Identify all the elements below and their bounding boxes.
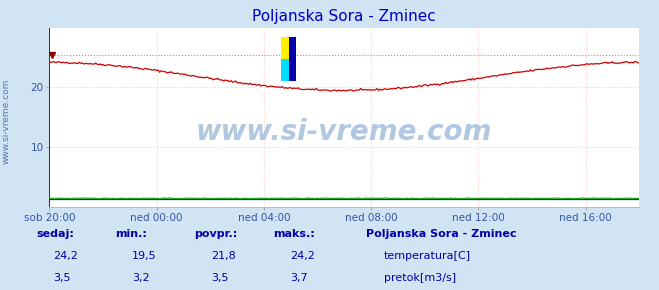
Text: 24,2: 24,2 [53, 251, 78, 261]
Text: maks.:: maks.: [273, 229, 315, 239]
Text: sedaj:: sedaj: [36, 229, 74, 239]
Text: 3,7: 3,7 [290, 273, 308, 283]
Title: Poljanska Sora - Zminec: Poljanska Sora - Zminec [252, 9, 436, 23]
Text: 19,5: 19,5 [132, 251, 156, 261]
Text: min.:: min.: [115, 229, 147, 239]
Text: povpr.:: povpr.: [194, 229, 238, 239]
Text: pretok[m3/s]: pretok[m3/s] [384, 273, 455, 283]
Bar [289, 37, 296, 81]
Text: 3,5: 3,5 [211, 273, 229, 283]
Text: 3,2: 3,2 [132, 273, 150, 283]
Text: 24,2: 24,2 [290, 251, 315, 261]
Text: Poljanska Sora - Zminec: Poljanska Sora - Zminec [366, 229, 516, 239]
Text: 3,5: 3,5 [53, 273, 71, 283]
Text: 21,8: 21,8 [211, 251, 236, 261]
Text: www.si-vreme.com: www.si-vreme.com [196, 118, 492, 146]
Bar [281, 37, 289, 59]
Text: temperatura[C]: temperatura[C] [384, 251, 471, 261]
Bar [281, 59, 289, 81]
Text: www.si-vreme.com: www.si-vreme.com [2, 79, 11, 164]
